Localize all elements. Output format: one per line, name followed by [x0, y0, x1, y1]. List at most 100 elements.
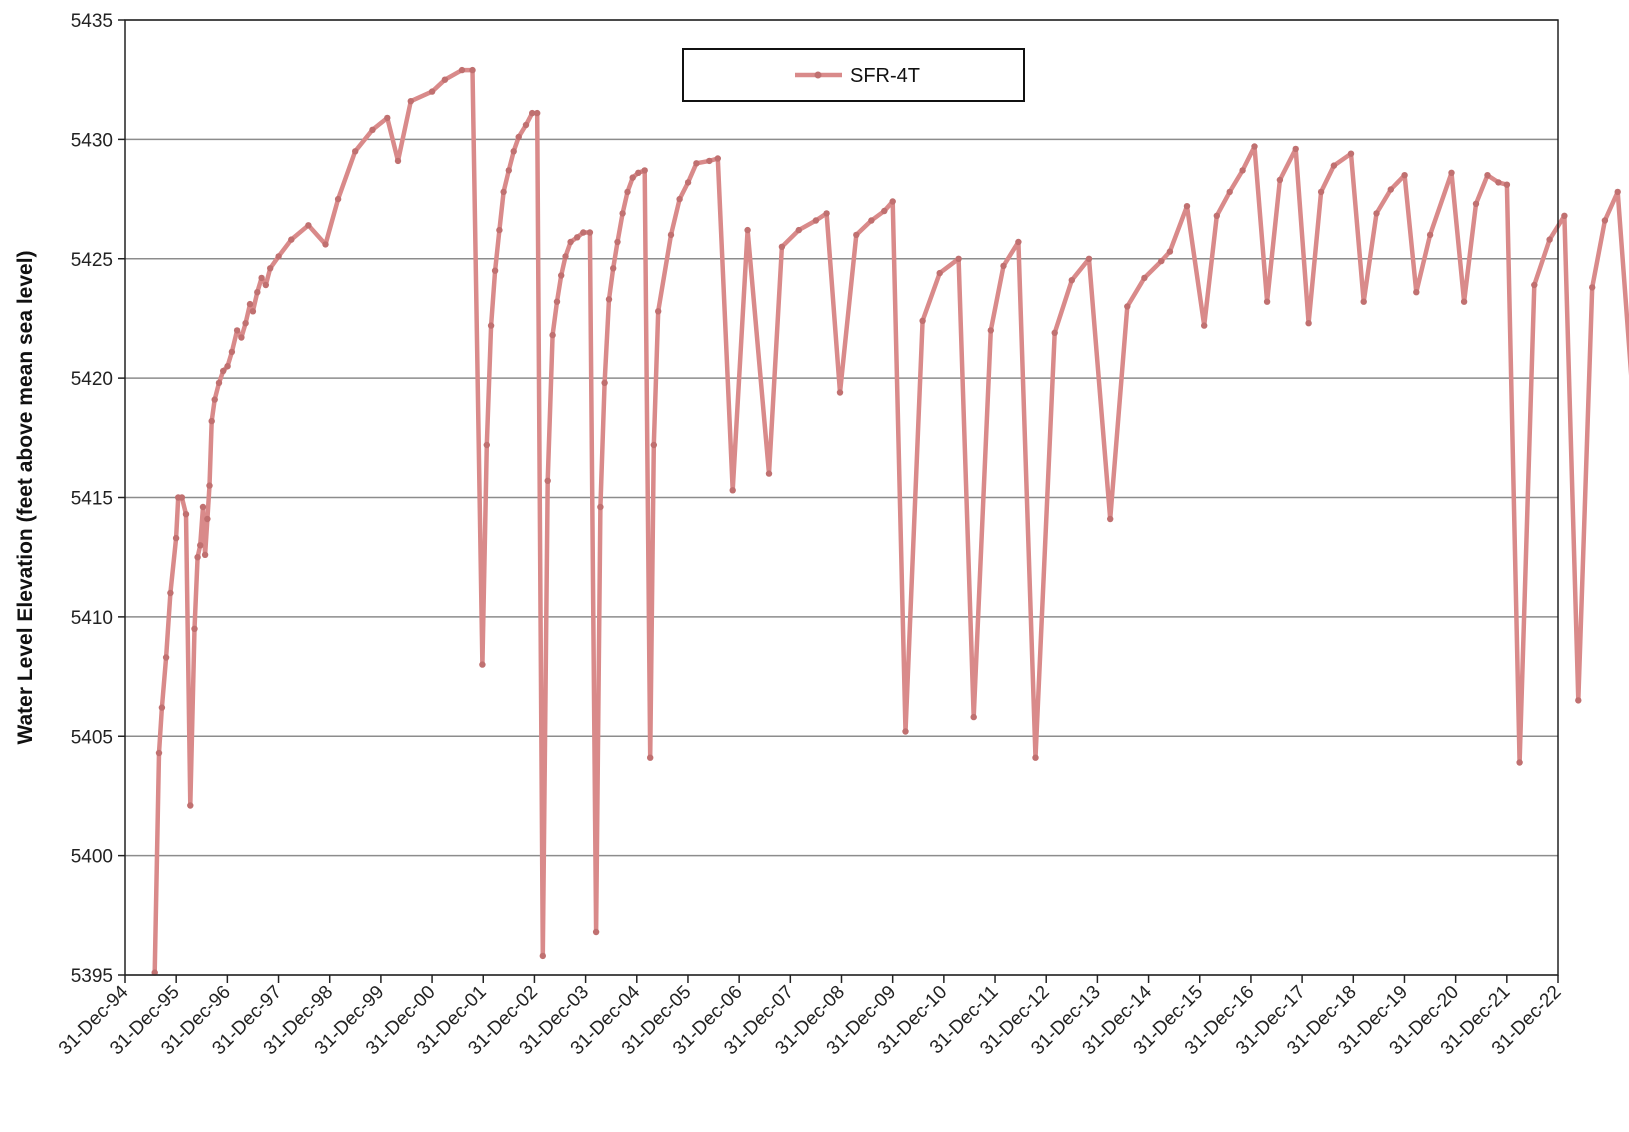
data-point: [1484, 172, 1491, 179]
data-point: [1239, 167, 1246, 174]
data-point: [676, 195, 683, 203]
gridlines: [125, 19, 1558, 976]
data-point: [500, 188, 507, 196]
data-point: [249, 308, 257, 315]
data-point: [1158, 257, 1165, 265]
data-point: [534, 109, 541, 117]
data-point: [1292, 145, 1299, 153]
data-point: [158, 704, 166, 711]
data-point: [650, 441, 657, 449]
data-point: [693, 160, 700, 167]
y-tick-label: 5430: [71, 130, 113, 151]
data-point: [1614, 188, 1621, 196]
data-point: [288, 236, 295, 243]
data-point: [1276, 176, 1284, 184]
data-point: [1531, 281, 1538, 289]
data-point: [487, 322, 495, 329]
data-point: [667, 231, 675, 239]
data-point: [1051, 329, 1058, 336]
data-point: [182, 511, 190, 518]
data-point: [479, 661, 486, 668]
data-point: [491, 267, 499, 274]
data-point: [215, 379, 223, 387]
y-tick-label: 5435: [71, 11, 113, 32]
data-point: [629, 174, 636, 181]
data-point: [1032, 754, 1039, 761]
x-axis: 31-Dec-9431-Dec-9531-Dec-9631-Dec-9731-D…: [55, 975, 1566, 1059]
data-point: [155, 749, 163, 757]
data-point: [1589, 284, 1596, 291]
data-point: [1561, 212, 1568, 219]
data-point: [394, 157, 402, 165]
data-point: [254, 289, 261, 296]
data-point: [1068, 277, 1076, 284]
data-point: [1426, 231, 1434, 239]
data-point: [428, 88, 436, 95]
data-point: [553, 298, 561, 305]
data-point: [655, 308, 662, 315]
data-point: [510, 148, 517, 155]
y-axis-title: Water Level Elevation (feet above mean s…: [14, 250, 37, 744]
y-tick-label: 5395: [71, 966, 113, 987]
data-point: [635, 169, 642, 176]
series-layer: [151, 66, 1629, 976]
data-point: [441, 76, 449, 83]
data-point: [172, 534, 180, 542]
data-point: [558, 272, 565, 279]
legend: SFR-4T: [682, 48, 1025, 102]
data-point: [199, 503, 207, 511]
legend-box: [682, 48, 1025, 102]
data-point: [483, 441, 490, 449]
y-tick-label: 5420: [71, 369, 113, 390]
data-point: [228, 348, 236, 356]
data-point: [586, 229, 594, 236]
data-point: [936, 269, 943, 277]
data-point: [729, 487, 736, 494]
data-point: [1347, 150, 1355, 157]
data-point: [246, 300, 254, 308]
data-point: [522, 121, 530, 129]
data-point: [1516, 759, 1523, 766]
data-point: [352, 148, 359, 155]
data-point: [624, 188, 631, 196]
data-point: [1503, 181, 1511, 188]
data-point: [823, 210, 830, 217]
data-point: [206, 482, 213, 489]
data-point: [305, 222, 312, 229]
data-point: [562, 253, 569, 260]
data-point: [407, 98, 414, 105]
data-point: [778, 243, 786, 250]
data-point: [1305, 320, 1312, 327]
series-line-0: [152, 67, 1629, 975]
y-axis: 5395 5400 5405 5410 5415 5420 5425 5430 5435: [71, 11, 125, 987]
data-point: [208, 417, 215, 425]
data-point: [204, 515, 211, 523]
data-point: [1213, 212, 1221, 219]
data-point: [1601, 217, 1609, 224]
data-point: [955, 255, 962, 262]
data-point: [1015, 238, 1022, 246]
data-point: [889, 198, 896, 205]
data-point: [1448, 169, 1455, 176]
data-point: [1575, 697, 1582, 704]
data-point: [580, 229, 587, 236]
data-point: [167, 589, 174, 597]
data-point: [529, 109, 536, 117]
data-point: [1107, 515, 1114, 523]
data-point: [601, 379, 608, 387]
legend-swatch-marker: [814, 71, 822, 79]
data-point: [714, 155, 721, 162]
data-point: [1085, 255, 1093, 262]
data-point: [201, 551, 209, 558]
data-point: [1373, 210, 1380, 217]
data-point: [1201, 322, 1208, 329]
data-point: [881, 207, 888, 215]
data-point: [1183, 203, 1191, 210]
data-point: [1387, 186, 1395, 193]
data-point: [970, 713, 977, 721]
data-point: [919, 317, 926, 324]
data-point: [1263, 298, 1271, 305]
data-point: [765, 470, 773, 477]
data-point: [614, 238, 621, 246]
